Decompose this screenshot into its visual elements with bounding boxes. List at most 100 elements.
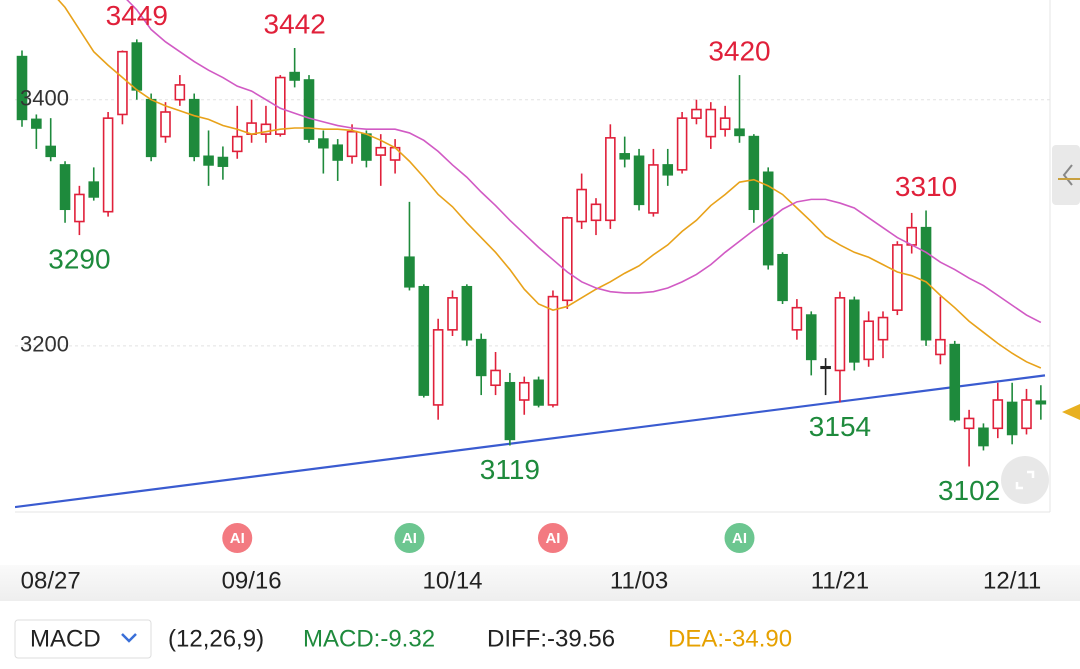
low-label: 3102 — [938, 475, 1000, 506]
candle-body — [619, 153, 631, 160]
candle-body — [432, 329, 444, 406]
candle-body — [490, 369, 501, 387]
candle-body — [1035, 400, 1047, 405]
candle-body — [102, 117, 114, 213]
candle-body — [576, 188, 587, 223]
candle-body — [863, 320, 874, 361]
candle-body — [217, 156, 229, 167]
date-axis-band — [0, 565, 1080, 601]
high-label: 3449 — [106, 0, 168, 31]
candle-body — [518, 381, 530, 401]
candle-body — [318, 138, 329, 149]
candle-body — [303, 79, 315, 140]
moving-average — [57, 0, 1042, 369]
candle-body — [805, 314, 817, 361]
candle-body — [734, 128, 745, 137]
trendline — [15, 374, 1046, 509]
candle-body — [949, 343, 961, 421]
candle-body — [461, 285, 473, 341]
x-tick-label: 09/16 — [222, 567, 282, 594]
candle-body — [117, 50, 128, 116]
dea-value: DEA:-34.90 — [668, 625, 792, 652]
indicator-params: (12,26,9) — [168, 625, 264, 652]
candle-body — [16, 55, 28, 121]
indicator-select[interactable] — [14, 619, 152, 659]
candle-body — [332, 144, 344, 161]
high-label: 3310 — [895, 171, 957, 202]
candle-body — [145, 98, 157, 158]
candle-body — [963, 417, 975, 430]
candle-body — [1006, 401, 1018, 436]
price-pointer — [1062, 404, 1080, 420]
candle-body — [791, 306, 803, 331]
candle-body — [691, 108, 702, 119]
candle-body — [848, 299, 860, 363]
candle-body — [1021, 399, 1032, 430]
low-label: 3154 — [809, 411, 871, 442]
candle-body — [877, 316, 889, 341]
candle-body — [418, 285, 430, 396]
candle-body — [777, 253, 788, 302]
moving-average — [126, 0, 1042, 324]
x-tick-label: 10/14 — [422, 567, 482, 594]
candle-body — [188, 98, 200, 158]
candle-body — [31, 118, 42, 129]
ai-badge-label: AI — [402, 530, 417, 547]
candle-body — [748, 135, 760, 211]
ai-badge[interactable] — [222, 523, 253, 553]
x-tick-label: 12/11 — [983, 567, 1041, 594]
indicator-name: MACD — [30, 625, 101, 652]
candle-body — [561, 217, 573, 302]
candle-body — [719, 117, 731, 131]
ai-badge[interactable] — [537, 523, 568, 553]
ai-badge-label: AI — [732, 530, 747, 547]
x-tick-label: 08/27 — [21, 567, 81, 594]
candle-body — [662, 164, 674, 176]
candle-body — [920, 226, 932, 341]
candle-body — [45, 145, 57, 158]
candle-body — [404, 256, 415, 288]
candle-body — [705, 108, 717, 138]
macd-value: MACD:-9.32 — [303, 625, 435, 652]
candle-body — [533, 379, 544, 406]
candle-body — [892, 244, 903, 311]
candle-body — [906, 226, 918, 246]
ai-badge[interactable] — [394, 523, 425, 553]
high-label: 3442 — [264, 8, 326, 39]
candle-body — [289, 71, 300, 81]
low-label: 3290 — [48, 243, 110, 274]
candle-body — [504, 381, 516, 441]
side-tab[interactable] — [1052, 145, 1080, 205]
candle-body — [547, 295, 559, 406]
candle-body — [834, 297, 846, 372]
candle-body — [992, 399, 1004, 430]
candle-body — [762, 171, 774, 266]
y-tick-label: 3400 — [20, 86, 69, 111]
x-tick-label: 11/21 — [811, 567, 869, 594]
candle-body — [676, 117, 688, 171]
low-label: 3119 — [480, 454, 540, 485]
ai-badge-label: AI — [230, 530, 245, 547]
y-tick-label: 3200 — [20, 332, 69, 357]
dropdown-chevron — [121, 633, 137, 643]
candle-body — [231, 135, 243, 153]
candle-body — [475, 338, 487, 377]
x-tick-label: 11/03 — [610, 567, 668, 594]
candle-body — [131, 42, 143, 91]
candle-body — [375, 146, 387, 156]
candle-body — [174, 84, 186, 101]
candle-body — [361, 133, 372, 161]
candle-body — [203, 155, 214, 166]
ai-badge[interactable] — [724, 523, 755, 553]
candle-body — [447, 297, 458, 331]
candle-body — [648, 164, 659, 214]
side-tab-arrow — [1062, 164, 1073, 186]
candle-body — [346, 130, 358, 158]
high-label: 3420 — [708, 35, 770, 66]
candle-body — [935, 338, 946, 356]
expand-icon — [1015, 470, 1035, 490]
expand-button[interactable] — [1001, 456, 1049, 504]
candle-body — [590, 203, 602, 222]
